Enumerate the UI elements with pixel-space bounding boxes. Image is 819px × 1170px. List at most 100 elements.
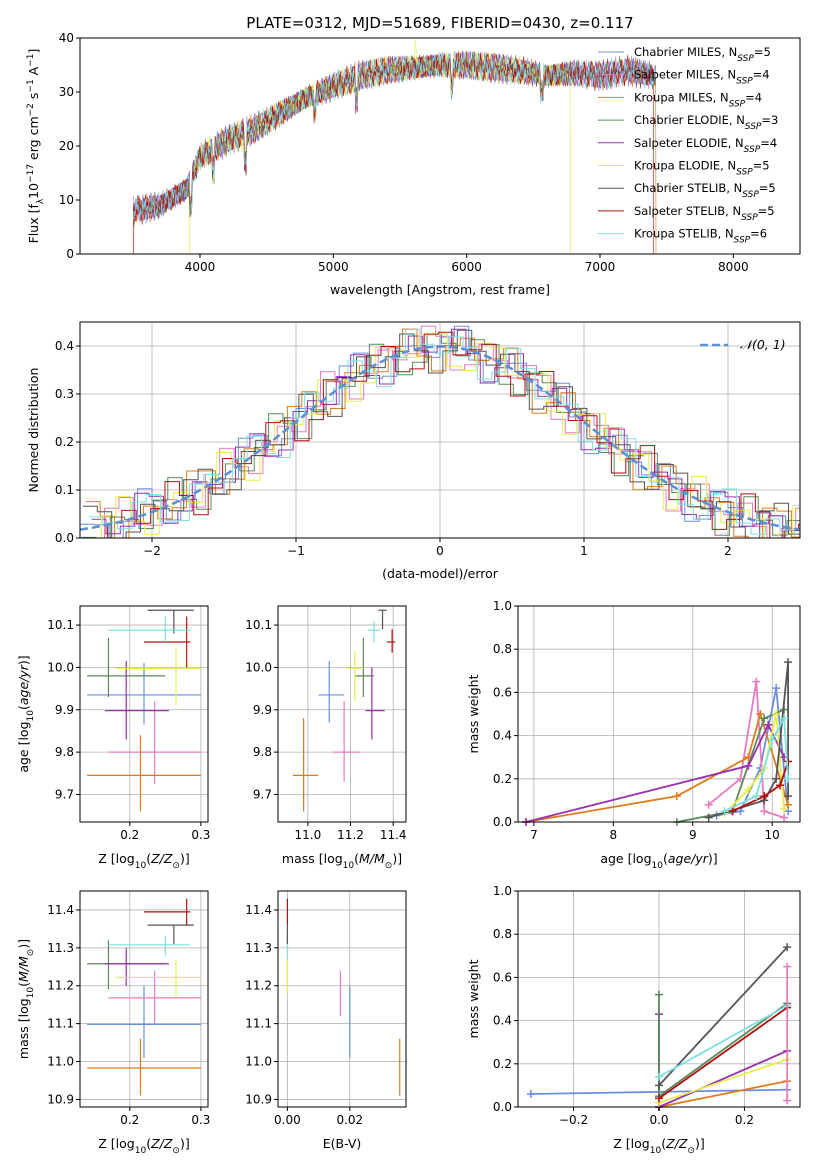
weight-line-chabrier_stelib — [658, 946, 788, 1087]
weight-marker-salpeter_miles — [783, 962, 792, 971]
weight-marker-salpeter_stelib — [655, 1094, 663, 1103]
y-tick-label: 10.0 — [245, 660, 272, 674]
y-tick-label: 0.1 — [55, 483, 74, 497]
y-tick-label: 11.4 — [47, 903, 74, 917]
weight-marker-salpeter_stelib — [776, 781, 785, 790]
histogram-salpeter_stelib — [93, 331, 800, 539]
y-tick-label: 0.8 — [493, 927, 512, 941]
weight-marker-chabrier_stelib — [772, 774, 781, 783]
y-axis-label: Flux [fλ10−17 erg cm−2 s−1 A−1] — [26, 49, 46, 244]
plot-area — [87, 898, 201, 1096]
x-tick-label: 10 — [765, 828, 780, 842]
x-tick-label: 0 — [436, 544, 444, 558]
x-tick-label: 0.3 — [191, 828, 210, 842]
y-tick-label: 11.0 — [245, 1055, 272, 1069]
x-tick-label: 8000 — [718, 260, 749, 274]
legend-entry: Chabrier STELIB, NSSP=5 — [634, 181, 776, 200]
weight-marker-kroupa_elodie — [772, 710, 781, 718]
weight-marker-chabrier_stelib — [784, 792, 793, 801]
x-tick-label: 4000 — [185, 260, 216, 274]
axes-frame — [517, 605, 801, 823]
x-tick-label: 11.0 — [295, 828, 322, 842]
panel-residuals: −2 −1 0 1 2 0.0 0.1 0.2 0.3 0.4 𝒩(0, 1) (data-model… — [26, 321, 801, 581]
weight-marker-kroupa_stelib — [784, 774, 793, 783]
y-tick-label: 9.9 — [55, 703, 74, 717]
axes-frame — [277, 605, 407, 823]
x-tick-label: 9 — [689, 828, 697, 842]
weight-marker-kroupa_elodie — [744, 785, 753, 794]
x-tick-label: −1 — [287, 544, 305, 558]
y-axis-label: mass [log10(M/M⊙)] — [16, 939, 36, 1059]
y-tick-label: 11.1 — [245, 1017, 272, 1031]
x-axis-label: Z [log10(Z/Z⊙)] — [613, 1136, 704, 1156]
y-tick-label: 0.4 — [493, 729, 512, 743]
y-tick-label: 11.3 — [245, 941, 272, 955]
y-tick-label: 0.2 — [493, 772, 512, 786]
y-tick-label: 20 — [59, 139, 74, 153]
weight-line-salpeter_stelib — [658, 1006, 788, 1100]
x-tick-label: 0.02 — [336, 1113, 363, 1127]
weight-marker-salpeter_elodie — [744, 761, 753, 770]
x-axis-label: (data-model)/error — [382, 566, 499, 581]
y-axis-label: Normed distribution — [26, 368, 41, 493]
y-tick-label: 9.8 — [55, 745, 74, 759]
weight-marker-kroupa_stelib — [720, 807, 729, 816]
y-tick-label: 11.2 — [47, 979, 74, 993]
weight-marker-chabrier_stelib — [704, 813, 713, 822]
weight-marker-kroupa_stelib — [780, 714, 789, 723]
y-tick-label: 0.0 — [55, 531, 74, 545]
histogram-kroupa_miles — [85, 328, 800, 539]
weight-marker-chabrier_stelib — [655, 1081, 663, 1090]
y-tick-label: 0.0 — [493, 815, 512, 829]
weight-line-salpeter_stelib — [732, 761, 789, 813]
legend-entry: Salpeter STELIB, NSSP=5 — [634, 204, 775, 223]
y-tick-label: 11.0 — [47, 1055, 74, 1069]
y-tick-label: 40 — [59, 31, 74, 45]
plot-area — [292, 609, 396, 812]
x-tick-label: 6000 — [451, 260, 482, 274]
weight-marker-salpeter_miles — [783, 1096, 792, 1105]
x-axis-label: wavelength [Angstrom, rest frame] — [330, 282, 550, 297]
y-tick-label: 0.4 — [55, 339, 74, 353]
panel-mass_vs_Z: 0.2 0.3 10.9 11.0 11.1 11.2 11.3 11.4 Z [log10(Z… — [16, 890, 210, 1156]
panel-age_vs_mass: 11.0 11.2 11.4 9.7 9.8 9.9 10.0 10.1 mass [log10… — [245, 605, 407, 871]
x-axis-label: E(B-V) — [323, 1136, 362, 1151]
x-tick-label: 0.3 — [191, 1113, 210, 1127]
legend-entry: 𝒩(0, 1) — [740, 337, 786, 352]
weight-marker-salpeter_stelib — [784, 757, 793, 766]
figure-title: PLATE=0312, MJD=51689, FIBERID=0430, z=0… — [246, 14, 633, 32]
y-tick-label: 9.7 — [253, 787, 272, 801]
legend-entry: Salpeter ELODIE, NSSP=4 — [634, 136, 777, 155]
weight-marker-salpeter_miles — [780, 813, 789, 822]
histogram-chabrier_stelib — [82, 329, 800, 539]
x-tick-label: 2 — [724, 544, 732, 558]
weight-marker-salpeter_miles — [752, 677, 761, 686]
x-tick-label: 5000 — [318, 260, 349, 274]
y-tick-label: 0 — [66, 247, 74, 261]
x-tick-label: 0.00 — [274, 1113, 301, 1127]
weight-marker-kroupa_miles — [756, 710, 765, 718]
plot-area — [79, 325, 801, 539]
y-tick-label: 0.2 — [55, 435, 74, 449]
y-tick-label: 1.0 — [493, 884, 512, 898]
gaussian-curve — [79, 345, 801, 531]
weight-marker-salpeter_elodie — [764, 720, 773, 729]
weight-marker-kroupa_miles — [784, 800, 793, 809]
x-tick-label: 11.2 — [337, 828, 364, 842]
y-tick-label: 0.2 — [493, 1057, 512, 1071]
y-tick-label: 10.1 — [245, 618, 272, 632]
weight-line-salpeter_elodie — [658, 1014, 788, 1109]
y-tick-label: 11.2 — [245, 979, 272, 993]
y-tick-label: 9.7 — [55, 787, 74, 801]
weight-line-kroupa_stelib — [658, 1004, 788, 1078]
axes-frame — [79, 605, 209, 823]
y-axis-label: age [log10(age/yr)] — [16, 655, 36, 772]
weight-line-salpeter_elodie — [525, 722, 785, 823]
legend-entry: Kroupa STELIB, NSSP=6 — [634, 227, 767, 246]
x-tick-label: 0.2 — [120, 828, 139, 842]
y-tick-label: 11.1 — [47, 1017, 74, 1031]
weight-marker-kroupa_stelib — [655, 1072, 663, 1081]
y-tick-label: 0.6 — [493, 970, 512, 984]
weight-line-kroupa_elodie — [658, 1058, 788, 1104]
